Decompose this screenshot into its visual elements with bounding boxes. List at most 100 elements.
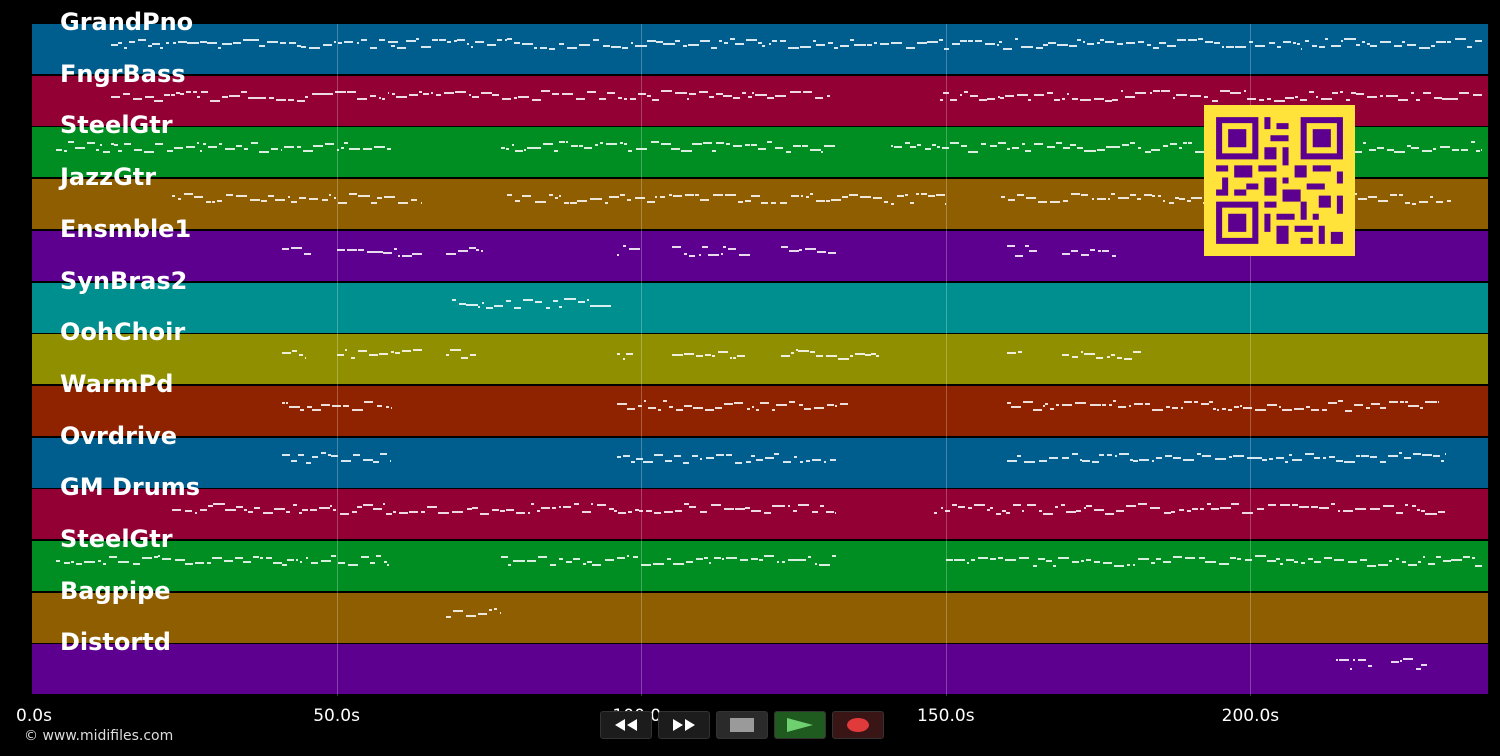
midi-note xyxy=(781,355,791,358)
midi-note xyxy=(591,503,594,506)
track-lane[interactable] xyxy=(32,334,1488,384)
midi-note xyxy=(1211,99,1218,102)
midi-note xyxy=(1341,39,1344,42)
midi-note xyxy=(461,357,468,360)
midi-note xyxy=(1335,658,1339,661)
midi-note xyxy=(727,248,736,251)
midi-note xyxy=(1139,458,1150,461)
midi-note xyxy=(935,193,945,196)
midi-note xyxy=(513,97,517,100)
midi-note xyxy=(1187,200,1191,203)
midi-note xyxy=(1403,456,1411,459)
midi-note xyxy=(623,454,631,457)
midi-note xyxy=(390,459,392,462)
midi-note xyxy=(110,142,114,145)
midi-note xyxy=(916,143,922,146)
midi-note xyxy=(756,409,760,412)
midi-note xyxy=(1043,512,1054,515)
midi-note xyxy=(1046,145,1055,148)
midi-note xyxy=(790,194,800,197)
midi-note xyxy=(1308,557,1313,560)
midi-note xyxy=(816,199,826,202)
midi-note xyxy=(1048,41,1057,44)
midi-note xyxy=(393,248,397,251)
midi-note xyxy=(235,557,243,560)
midi-note xyxy=(622,245,627,248)
midi-note xyxy=(949,142,960,145)
midi-note xyxy=(331,404,342,407)
midi-note xyxy=(1056,142,1063,145)
midi-note xyxy=(634,197,645,200)
midi-note xyxy=(144,150,155,153)
midi-note xyxy=(376,405,383,408)
midi-note xyxy=(602,44,610,47)
rewind-button[interactable] xyxy=(600,711,652,739)
midi-note xyxy=(458,250,469,253)
midi-note xyxy=(1123,357,1133,360)
midi-note xyxy=(696,354,704,357)
track-lane[interactable] xyxy=(32,593,1488,643)
midi-note xyxy=(285,401,288,404)
midi-note xyxy=(835,511,837,514)
midi-note xyxy=(1353,659,1356,662)
midi-note xyxy=(471,96,480,99)
stop-button[interactable] xyxy=(716,711,768,739)
midi-note xyxy=(800,46,812,49)
midi-note xyxy=(476,249,480,252)
midi-note xyxy=(924,148,931,151)
midi-note xyxy=(1207,503,1211,505)
midi-note xyxy=(1110,193,1116,196)
track-lane[interactable] xyxy=(32,283,1488,333)
midi-note xyxy=(1299,506,1310,509)
midi-note xyxy=(1421,453,1432,456)
midi-note xyxy=(409,510,418,513)
midi-note xyxy=(940,506,944,509)
midi-note xyxy=(87,141,95,144)
midi-note xyxy=(196,142,200,145)
track-lane[interactable] xyxy=(32,438,1488,488)
qr-code-icon[interactable] xyxy=(1204,105,1355,256)
midi-note xyxy=(1117,357,1123,360)
track-lane[interactable] xyxy=(32,24,1488,74)
midi-note xyxy=(321,452,326,455)
midi-note xyxy=(665,460,672,463)
midi-note xyxy=(1268,457,1273,460)
midi-note xyxy=(166,42,170,45)
midi-note xyxy=(584,147,593,150)
midi-note xyxy=(299,512,303,515)
track-lane[interactable] xyxy=(32,386,1488,436)
midi-note xyxy=(723,246,727,249)
midi-note xyxy=(505,300,511,303)
midi-note xyxy=(849,193,858,196)
track-lane[interactable] xyxy=(32,489,1488,539)
midi-note xyxy=(1405,401,1408,404)
midi-note xyxy=(1038,460,1048,463)
midi-note xyxy=(1037,201,1048,204)
midi-note xyxy=(590,198,602,201)
midi-note xyxy=(202,143,206,146)
play-button[interactable] xyxy=(774,711,826,739)
midi-note xyxy=(362,458,373,461)
midi-note xyxy=(396,95,407,98)
midi-note xyxy=(628,510,632,513)
record-button[interactable] xyxy=(832,711,884,739)
midi-note xyxy=(635,44,647,47)
midi-note xyxy=(1219,506,1231,509)
copyright-text: © www.midifiles.com xyxy=(24,728,174,744)
midi-note xyxy=(491,508,499,511)
midi-note xyxy=(218,47,221,50)
midi-note xyxy=(1172,96,1176,99)
midi-note xyxy=(1213,407,1217,410)
midi-note xyxy=(383,503,386,506)
midi-note xyxy=(1046,92,1054,95)
midi-note xyxy=(339,512,350,515)
fast-forward-button[interactable] xyxy=(658,711,710,739)
midi-note xyxy=(249,199,254,202)
track-lane[interactable] xyxy=(32,541,1488,591)
midi-note xyxy=(578,145,584,148)
midi-note xyxy=(1296,43,1300,46)
track-lane[interactable] xyxy=(32,644,1488,694)
midi-note xyxy=(1160,90,1170,93)
midi-note xyxy=(1333,558,1345,561)
midi-note xyxy=(1436,556,1441,559)
